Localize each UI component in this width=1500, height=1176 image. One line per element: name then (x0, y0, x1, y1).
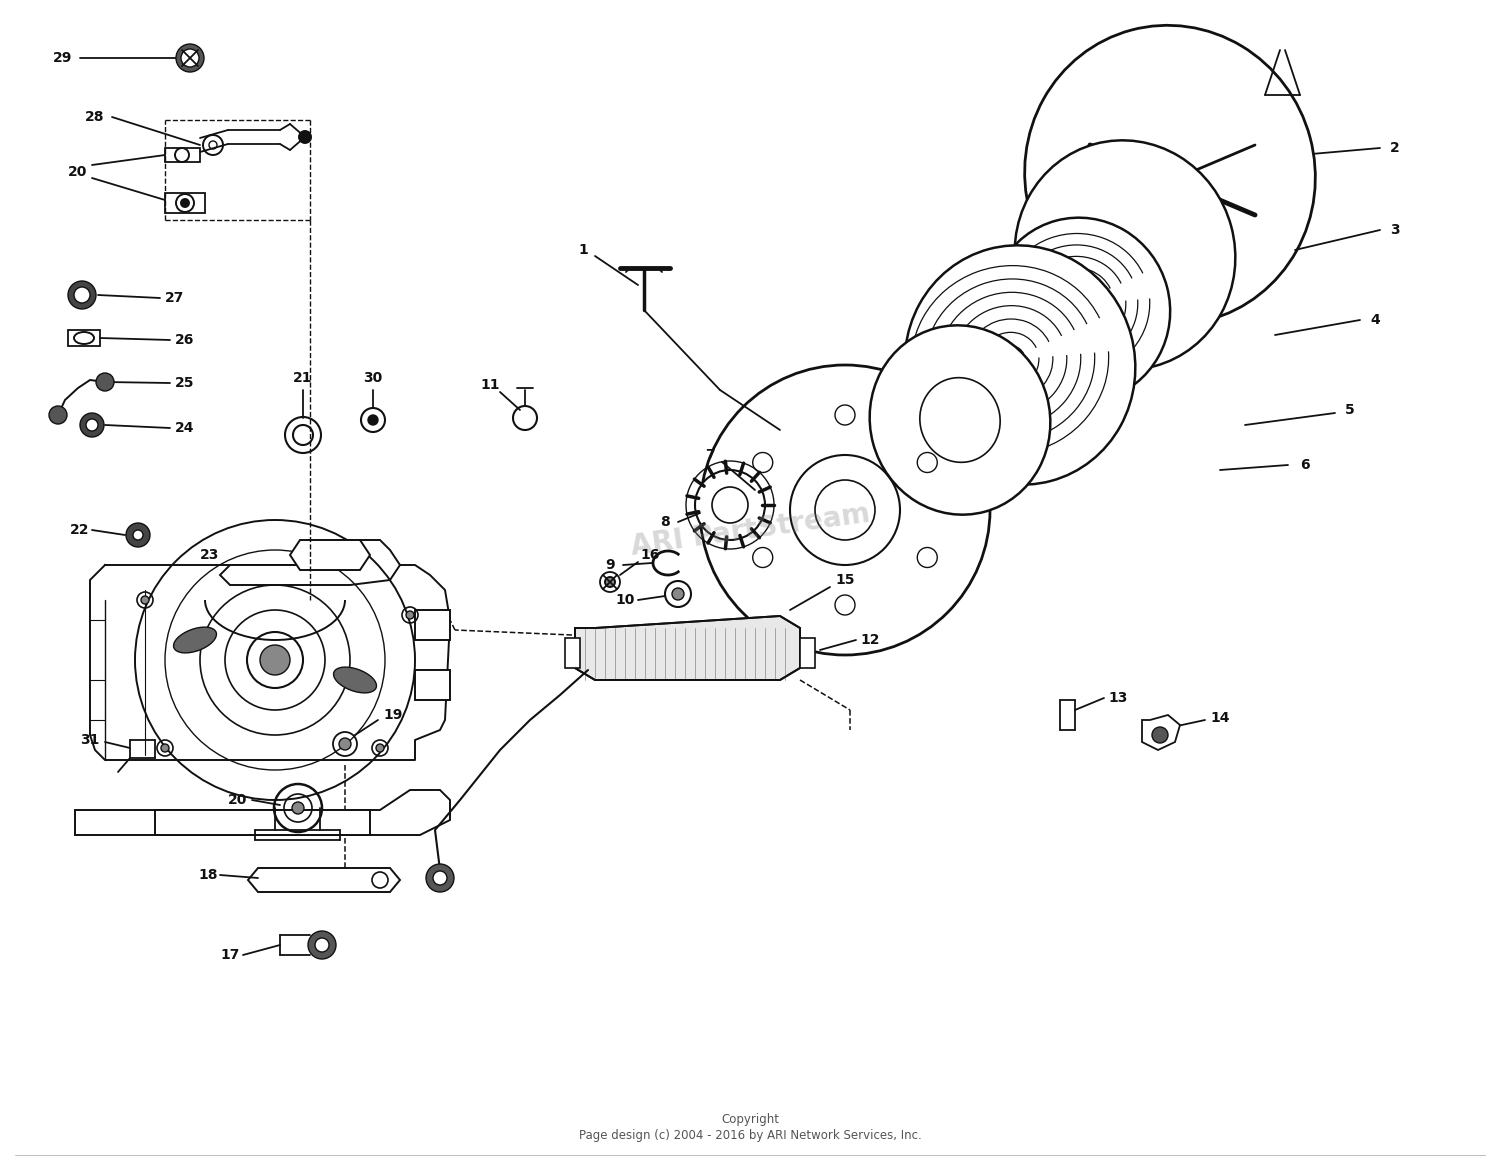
Circle shape (176, 44, 204, 72)
Text: 20: 20 (228, 793, 248, 807)
Circle shape (260, 644, 290, 675)
Circle shape (672, 588, 684, 600)
Polygon shape (800, 639, 814, 668)
Circle shape (126, 523, 150, 547)
Text: 16: 16 (640, 548, 660, 562)
Text: 28: 28 (86, 111, 105, 123)
Circle shape (80, 413, 104, 437)
Text: 21: 21 (294, 370, 314, 385)
Polygon shape (248, 868, 400, 893)
Polygon shape (75, 790, 450, 835)
Circle shape (426, 864, 454, 893)
Polygon shape (90, 564, 450, 760)
Text: 12: 12 (861, 633, 879, 647)
Circle shape (68, 281, 96, 309)
Text: 23: 23 (201, 548, 219, 562)
Text: 31: 31 (81, 733, 99, 747)
Circle shape (182, 199, 189, 207)
Text: 4: 4 (1370, 313, 1380, 327)
Polygon shape (574, 616, 800, 680)
Polygon shape (416, 610, 450, 640)
Ellipse shape (1014, 140, 1236, 369)
Ellipse shape (333, 667, 376, 693)
Polygon shape (220, 540, 400, 584)
Circle shape (694, 470, 765, 540)
Text: 7: 7 (705, 448, 716, 462)
Circle shape (433, 871, 447, 886)
Text: 30: 30 (363, 370, 382, 385)
Circle shape (50, 406, 68, 425)
Text: 20: 20 (69, 165, 87, 179)
Ellipse shape (1024, 26, 1316, 325)
Circle shape (700, 365, 990, 655)
Text: 9: 9 (604, 557, 615, 572)
Circle shape (604, 577, 615, 587)
Text: 15: 15 (836, 573, 855, 587)
Circle shape (315, 938, 328, 953)
Circle shape (339, 739, 351, 750)
Text: 6: 6 (1300, 457, 1310, 472)
Text: 8: 8 (660, 515, 670, 529)
Text: 14: 14 (1210, 711, 1230, 724)
Circle shape (298, 131, 310, 143)
Circle shape (96, 373, 114, 390)
Text: ARI PartStream: ARI PartStream (628, 500, 872, 561)
Text: 24: 24 (176, 421, 195, 435)
Circle shape (376, 744, 384, 751)
Text: 25: 25 (176, 376, 195, 390)
Text: 27: 27 (165, 290, 184, 305)
Ellipse shape (174, 627, 216, 653)
Text: 22: 22 (70, 523, 90, 537)
Ellipse shape (904, 246, 1136, 485)
Text: 26: 26 (176, 333, 195, 347)
Circle shape (406, 612, 414, 619)
Text: 29: 29 (54, 51, 72, 65)
Text: Page design (c) 2004 - 2016 by ARI Network Services, Inc.: Page design (c) 2004 - 2016 by ARI Netwo… (579, 1129, 921, 1143)
Text: 1: 1 (578, 243, 588, 258)
Text: 10: 10 (615, 593, 634, 607)
Text: 13: 13 (1108, 691, 1128, 704)
Polygon shape (566, 639, 580, 668)
Circle shape (134, 530, 142, 540)
Circle shape (182, 49, 200, 67)
Circle shape (160, 744, 170, 751)
Text: 3: 3 (1390, 223, 1400, 238)
Polygon shape (416, 670, 450, 700)
Circle shape (74, 287, 90, 303)
Circle shape (368, 415, 378, 425)
Text: 19: 19 (384, 708, 402, 722)
Ellipse shape (990, 218, 1170, 402)
Polygon shape (290, 540, 370, 570)
Text: 2: 2 (1390, 141, 1400, 155)
Circle shape (308, 931, 336, 958)
Polygon shape (1142, 715, 1180, 750)
Circle shape (86, 419, 98, 430)
Circle shape (141, 596, 148, 604)
Text: Copyright: Copyright (722, 1114, 778, 1127)
Circle shape (292, 802, 304, 814)
Polygon shape (154, 810, 370, 835)
Text: 18: 18 (198, 868, 217, 882)
Ellipse shape (920, 377, 1001, 462)
Text: 5: 5 (1346, 403, 1354, 417)
Text: 11: 11 (480, 377, 500, 392)
Circle shape (790, 455, 900, 564)
Circle shape (1152, 727, 1168, 743)
Text: 17: 17 (220, 948, 240, 962)
Ellipse shape (870, 326, 1050, 515)
